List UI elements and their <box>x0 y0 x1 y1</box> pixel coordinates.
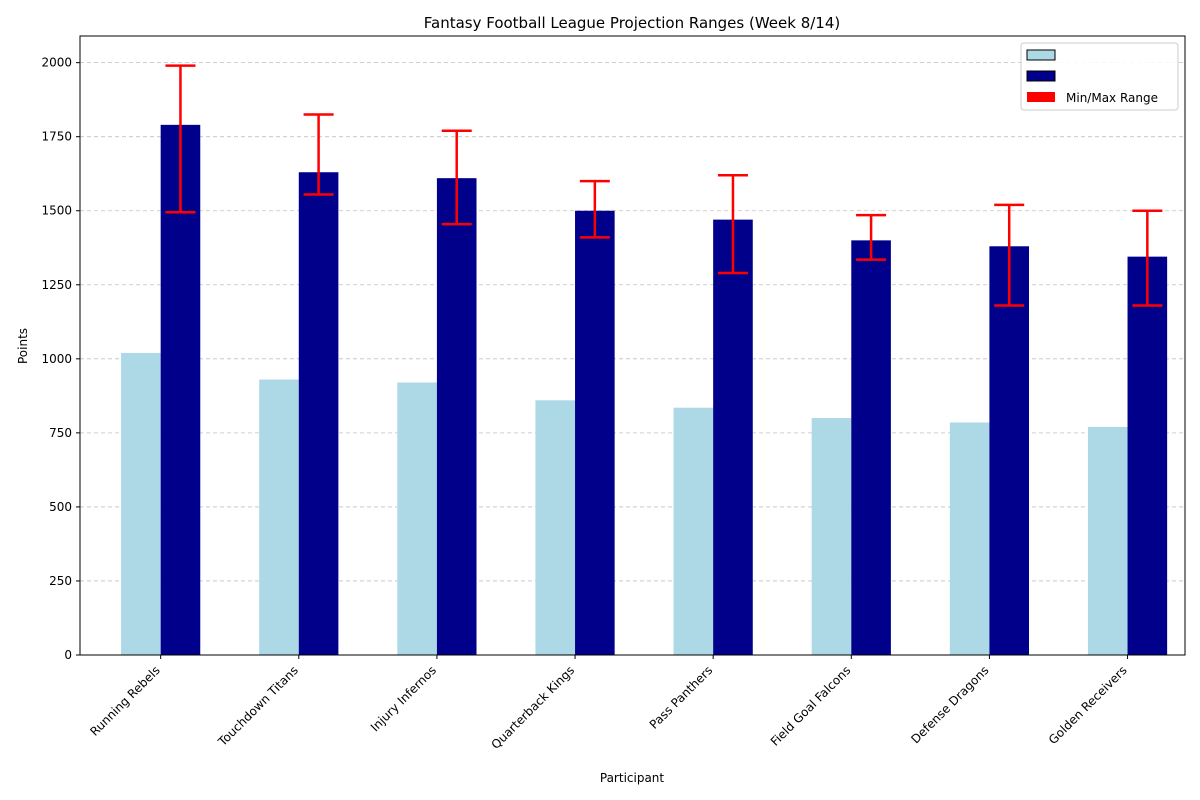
legend-label-range: Min/Max Range <box>1066 91 1158 105</box>
bar-series-2 <box>575 210 615 655</box>
x-axis-label: Participant <box>600 771 665 785</box>
chart-title: Fantasy Football League Projection Range… <box>424 14 840 32</box>
y-tick-label: 1000 <box>41 352 72 366</box>
bar-series-1 <box>949 422 990 655</box>
x-axis-ticks: Running Rebels Touchdown Titans Injury Inf… <box>87 655 1130 752</box>
bar-series-2 <box>851 240 891 655</box>
y-tick-label: 0 <box>64 648 72 662</box>
legend-swatch-range <box>1027 92 1055 102</box>
bar-series-1 <box>259 379 299 655</box>
bar-series-2 <box>436 178 477 656</box>
x-tick-label: Defense Dragons <box>908 663 991 746</box>
y-tick-label: 1250 <box>41 278 72 292</box>
legend: Min/Max Range <box>1020 42 1179 111</box>
bar-series-1 <box>1087 426 1128 655</box>
bar-series-1 <box>535 400 576 655</box>
x-tick-label: Touchdown Titans <box>215 663 301 749</box>
y-axis-label: Points <box>16 328 30 364</box>
x-tick-label: Running Rebels <box>87 663 162 738</box>
y-tick-label: 750 <box>49 426 72 440</box>
bar-series-1 <box>121 352 161 655</box>
bar-series-1 <box>673 407 714 655</box>
bar-series-2 <box>298 172 339 655</box>
bar-series-1 <box>397 382 437 655</box>
x-tick-label: Golden Receivers <box>1046 663 1130 747</box>
y-tick-label: 500 <box>49 500 72 514</box>
legend-box <box>1020 42 1179 111</box>
bars <box>121 124 1168 656</box>
plot-frame <box>79 35 1186 656</box>
legend-swatch-series-1 <box>1026 49 1056 61</box>
bar-series-2 <box>989 246 1030 656</box>
x-tick-label: Field Goal Falcons <box>768 663 854 749</box>
x-tick-label: Quarterback Kings <box>489 663 578 752</box>
legend-swatch-series-2 <box>1026 70 1056 82</box>
y-axis-ticks: 0 250 500 750 1000 1250 1500 1750 2000 <box>41 56 80 662</box>
range-bars <box>165 64 1163 307</box>
bar-series-2 <box>1127 256 1168 655</box>
y-tick-label: 2000 <box>41 56 72 70</box>
y-tick-label: 1750 <box>41 130 72 144</box>
bar-series-2 <box>713 219 753 655</box>
bar-series-1 <box>811 418 852 655</box>
y-tick-label: 250 <box>49 574 72 588</box>
x-tick-label: Injury Infernos <box>368 663 439 734</box>
x-tick-label: Pass Panthers <box>647 663 716 732</box>
y-tick-label: 1500 <box>41 204 72 218</box>
